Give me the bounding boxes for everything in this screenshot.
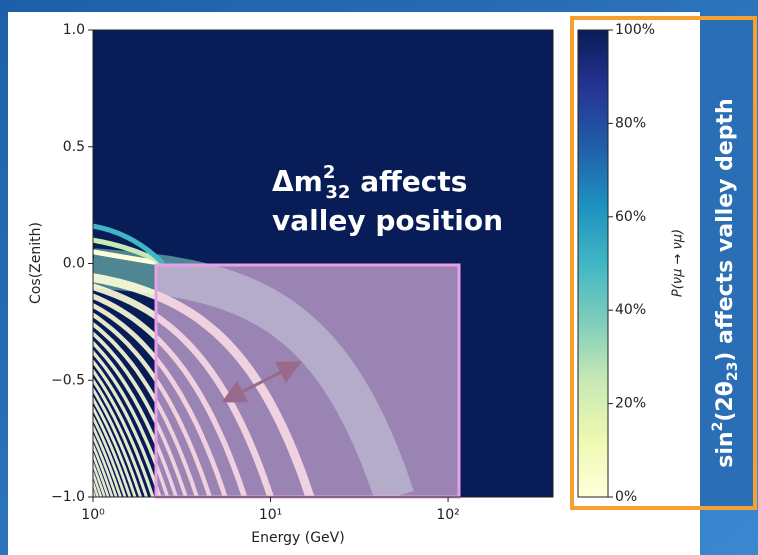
colorbar <box>578 30 608 497</box>
y-tick-label: 0.5 <box>63 139 85 155</box>
y-tick-label: 1.0 <box>63 22 85 38</box>
colorbar-label: P(νμ → νμ) <box>671 229 686 297</box>
x-tick-label: 10⁰ <box>81 507 105 523</box>
annotation-text: affects <box>350 165 467 198</box>
y-tick-label: 0.0 <box>63 256 85 272</box>
x-tick-label: 10¹ <box>259 507 282 523</box>
annotation-mixing: sin2(2θ23) affects valley depth <box>710 98 741 467</box>
colorbar-tick-label: 60% <box>615 209 646 225</box>
annotation-text: (2θ <box>713 381 738 421</box>
colorbar-tick-label: 40% <box>615 302 646 318</box>
annotation-text: Δm <box>272 165 323 198</box>
annotation-sub: 32 <box>325 182 350 203</box>
y-tick-label: −0.5 <box>51 372 85 388</box>
annotation-text: ) affects valley depth <box>713 98 738 361</box>
annotation-sup: 2 <box>323 162 336 183</box>
annotation-line: valley position <box>272 204 503 237</box>
x-tick-label: 10² <box>436 507 459 523</box>
y-axis-label: Cos(Zenith) <box>28 222 44 304</box>
chart: Δm232 affects valley position Energy (Ge… <box>0 0 758 555</box>
annotation-sub: 23 <box>725 362 741 381</box>
annotation-sup: 2 <box>710 422 726 432</box>
colorbar-tick-label: 80% <box>615 115 646 131</box>
annotation-text: sin <box>713 431 738 467</box>
colorbar-tick-label: 0% <box>615 489 637 505</box>
colorbar-tick-label: 20% <box>615 396 646 412</box>
page: {"chart_data": {"type": "heatmap", "xlab… <box>0 0 758 555</box>
colorbar-tick-label: 100% <box>615 22 655 38</box>
y-tick-label: −1.0 <box>51 489 85 505</box>
x-axis-label: Energy (GeV) <box>251 530 344 546</box>
highlight-box <box>156 265 459 497</box>
